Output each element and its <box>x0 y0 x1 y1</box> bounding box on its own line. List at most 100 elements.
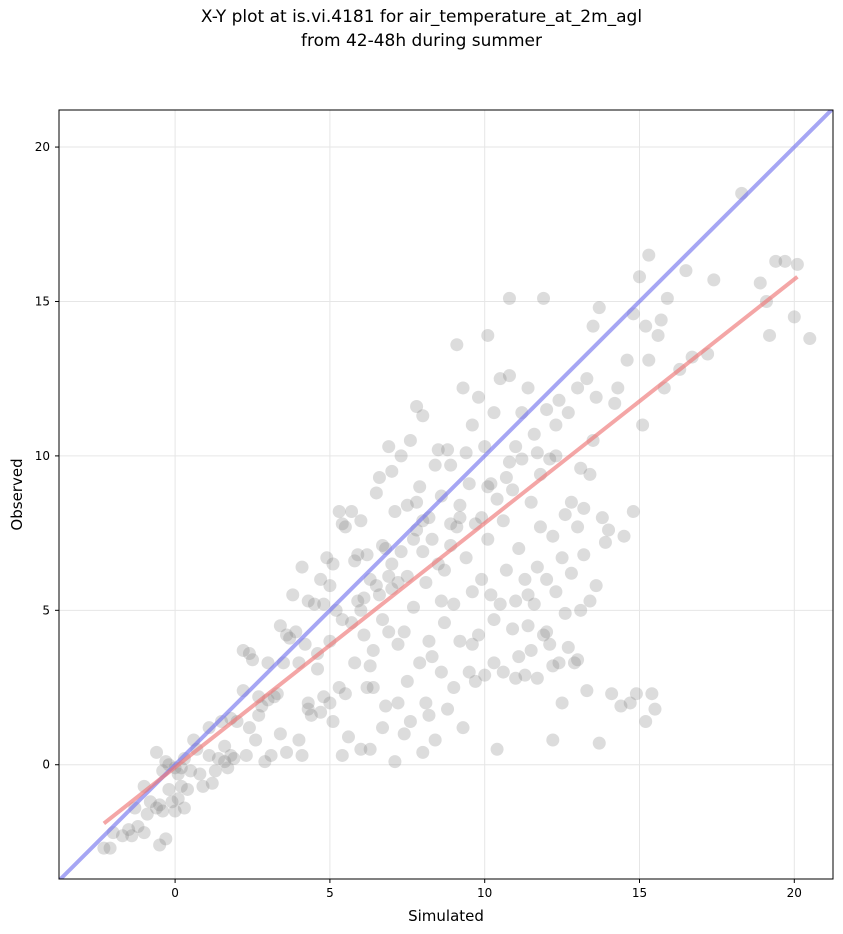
data-point <box>388 755 402 769</box>
data-point <box>595 511 609 525</box>
data-point <box>103 841 117 855</box>
data-point <box>335 613 349 627</box>
data-point <box>372 588 386 602</box>
data-point <box>171 767 185 781</box>
data-point <box>137 826 151 840</box>
data-point <box>437 563 451 577</box>
data-point <box>571 653 585 667</box>
data-point <box>639 714 653 728</box>
y-tick-label: 5 <box>42 603 50 617</box>
data-point <box>416 409 430 423</box>
data-point <box>97 841 111 855</box>
x-axis-label: Simulated <box>408 907 484 925</box>
data-point <box>354 603 368 617</box>
data-point <box>369 579 383 593</box>
chart-title: X-Y plot at is.vi.4181 for air_temperatu… <box>200 7 643 27</box>
data-point <box>128 801 142 815</box>
data-point <box>177 801 191 815</box>
data-point <box>413 656 427 670</box>
y-tick-label: 15 <box>35 294 50 308</box>
data-point <box>512 650 526 664</box>
data-point <box>633 270 646 284</box>
data-point <box>564 566 578 580</box>
data-point <box>376 613 390 627</box>
data-point <box>481 532 495 546</box>
data-point <box>428 458 442 472</box>
data-point <box>549 585 563 599</box>
data-point <box>617 529 631 543</box>
data-point <box>317 597 331 611</box>
data-point <box>487 656 501 670</box>
data-point <box>546 529 560 543</box>
data-point <box>614 699 628 713</box>
data-point <box>143 795 157 809</box>
data-point <box>592 736 606 750</box>
data-point <box>475 572 489 586</box>
data-point <box>490 742 504 756</box>
data-point <box>598 535 612 549</box>
data-point <box>654 313 668 327</box>
axis-ticks: 0 5 10 15 20 0 5 10 15 20 <box>35 140 802 900</box>
data-point <box>150 745 164 759</box>
data-point <box>397 727 411 741</box>
data-point <box>543 452 557 466</box>
data-point <box>583 467 597 481</box>
data-point <box>790 257 804 271</box>
data-point <box>357 628 371 642</box>
data-point <box>530 446 544 460</box>
data-point <box>583 594 597 608</box>
data-point <box>803 332 817 346</box>
data-point <box>326 557 340 571</box>
data-point <box>391 576 405 590</box>
data-point <box>385 557 399 571</box>
data-point <box>552 656 566 670</box>
data-point <box>444 517 458 531</box>
data-point <box>388 504 402 518</box>
data-point <box>444 458 458 472</box>
data-point <box>273 619 287 633</box>
data-point <box>434 665 448 679</box>
data-point <box>645 687 659 701</box>
data-point <box>546 733 560 747</box>
data-point <box>639 319 653 333</box>
data-point <box>283 631 297 645</box>
trend-lines <box>59 110 833 879</box>
data-point <box>561 406 575 420</box>
data-point <box>382 569 396 583</box>
data-point <box>422 708 436 722</box>
data-point <box>360 548 374 562</box>
data-point <box>335 517 349 531</box>
data-point <box>537 291 551 305</box>
data-point <box>153 838 167 852</box>
data-point <box>159 755 173 769</box>
data-point <box>273 727 287 741</box>
data-point <box>763 328 777 342</box>
data-point <box>481 328 495 342</box>
data-point <box>549 449 563 463</box>
data-point <box>354 742 368 756</box>
data-point <box>642 248 656 262</box>
data-point <box>258 755 272 769</box>
data-point <box>456 721 470 735</box>
data-point <box>608 396 622 410</box>
data-point <box>338 520 352 534</box>
data-point <box>208 764 222 778</box>
data-point <box>577 548 591 562</box>
data-point <box>304 708 318 722</box>
data-point <box>122 823 136 837</box>
data-point <box>246 653 259 667</box>
data-point <box>465 585 479 599</box>
data-point <box>611 381 625 395</box>
data-point <box>549 418 563 432</box>
data-point <box>196 779 210 793</box>
data-point <box>202 748 216 762</box>
data-point <box>561 640 575 654</box>
data-point <box>416 545 430 559</box>
data-point <box>227 752 241 766</box>
data-point <box>787 310 801 324</box>
data-point <box>425 650 439 664</box>
data-point <box>221 761 235 775</box>
data-point <box>379 699 393 713</box>
data-point <box>348 554 362 568</box>
data-point <box>394 545 408 559</box>
